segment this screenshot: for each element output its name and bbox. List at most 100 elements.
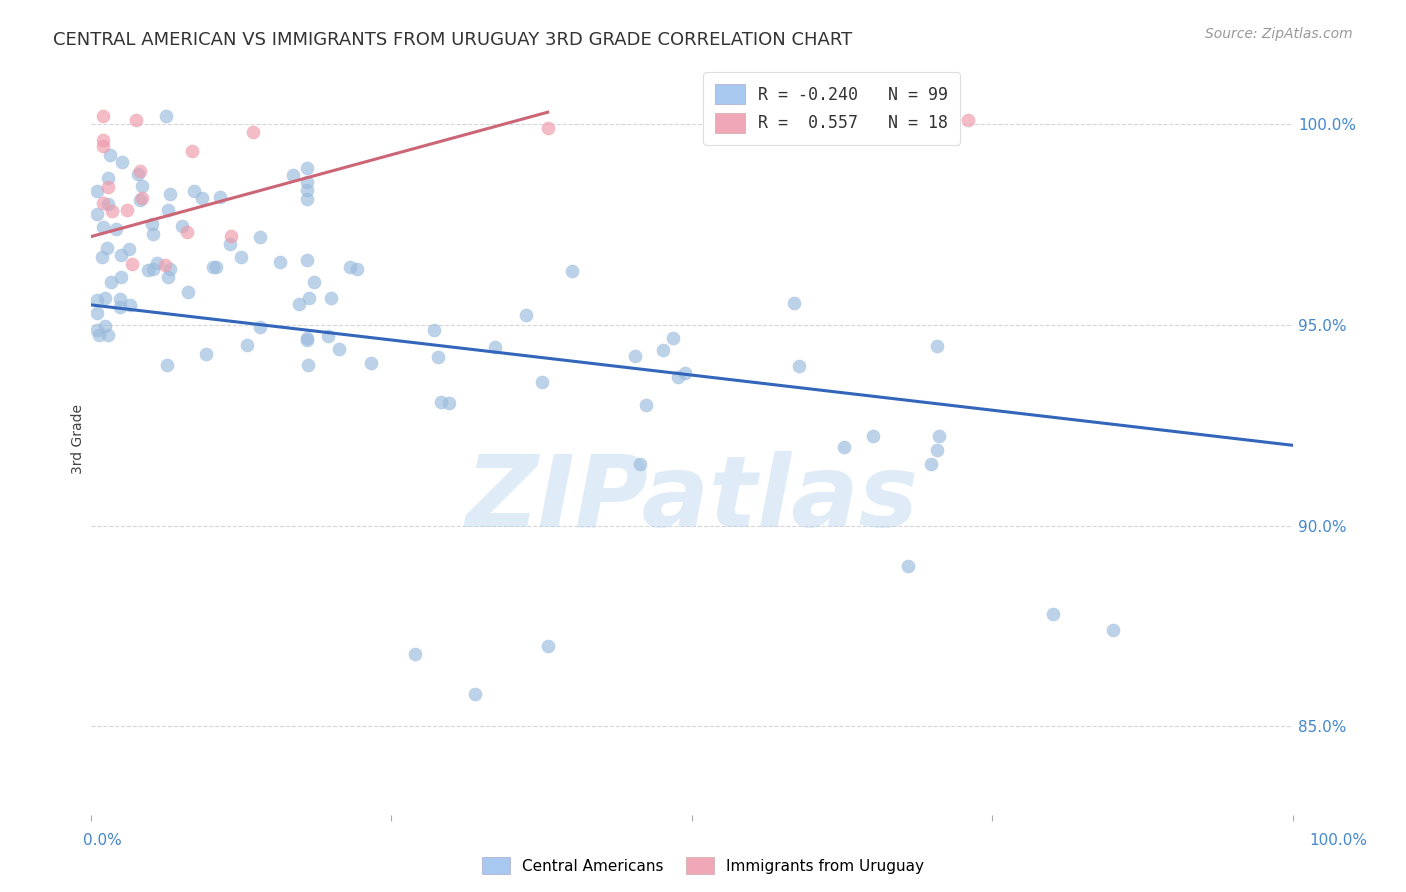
Point bbox=[108, 300, 131, 314]
Text: Source: ZipAtlas.com: Source: ZipAtlas.com bbox=[1205, 27, 1353, 41]
Point bbox=[957, 113, 980, 128]
Point bbox=[662, 331, 685, 345]
Point bbox=[121, 257, 143, 271]
Point bbox=[128, 193, 150, 207]
Point bbox=[236, 338, 259, 352]
Point bbox=[91, 195, 114, 210]
Point bbox=[316, 328, 339, 343]
Point bbox=[242, 125, 264, 139]
Point bbox=[141, 217, 163, 231]
Point bbox=[131, 179, 153, 194]
Point bbox=[404, 647, 426, 661]
Point bbox=[156, 358, 179, 372]
Point bbox=[673, 366, 696, 380]
Point bbox=[183, 184, 205, 198]
Point bbox=[328, 342, 350, 356]
Point bbox=[97, 171, 120, 186]
Point bbox=[427, 350, 450, 364]
Point bbox=[1101, 623, 1123, 637]
Point bbox=[652, 343, 675, 357]
Point bbox=[190, 191, 212, 205]
Point bbox=[295, 331, 318, 345]
Point bbox=[146, 256, 169, 270]
Point bbox=[423, 323, 446, 337]
Point bbox=[319, 291, 342, 305]
Point bbox=[142, 227, 165, 241]
Point bbox=[249, 320, 271, 334]
Point bbox=[86, 323, 108, 337]
Point bbox=[110, 248, 132, 262]
Legend: Central Americans, Immigrants from Uruguay: Central Americans, Immigrants from Urugu… bbox=[477, 851, 929, 880]
Point bbox=[832, 440, 855, 454]
Point bbox=[560, 264, 582, 278]
Point bbox=[464, 687, 486, 701]
Point bbox=[86, 184, 108, 198]
Point bbox=[925, 443, 948, 458]
Text: 0.0%: 0.0% bbox=[83, 833, 122, 847]
Point bbox=[111, 155, 134, 169]
Point bbox=[128, 164, 150, 178]
Point bbox=[209, 190, 232, 204]
Point bbox=[281, 168, 304, 182]
Point bbox=[783, 296, 806, 310]
Point bbox=[295, 175, 318, 189]
Point bbox=[120, 298, 142, 312]
Point bbox=[925, 338, 948, 352]
Point bbox=[484, 340, 506, 354]
Point bbox=[118, 242, 141, 256]
Point bbox=[125, 113, 148, 128]
Point bbox=[153, 259, 176, 273]
Point bbox=[172, 219, 194, 233]
Point bbox=[205, 260, 228, 274]
Point bbox=[530, 375, 553, 389]
Point bbox=[94, 318, 117, 333]
Point bbox=[90, 251, 112, 265]
Point bbox=[91, 133, 114, 147]
Point bbox=[295, 192, 318, 206]
Point bbox=[862, 429, 884, 443]
Point bbox=[628, 457, 651, 471]
Point bbox=[269, 255, 291, 269]
Point bbox=[108, 292, 131, 306]
Point bbox=[96, 241, 118, 255]
Point bbox=[194, 347, 217, 361]
Point bbox=[201, 260, 224, 275]
Point bbox=[515, 309, 537, 323]
Point bbox=[86, 293, 108, 307]
Point bbox=[787, 359, 810, 374]
Point bbox=[157, 202, 180, 217]
Point bbox=[110, 269, 132, 284]
Point bbox=[302, 275, 325, 289]
Point bbox=[97, 179, 120, 194]
Point bbox=[928, 429, 950, 443]
Point bbox=[136, 263, 159, 277]
Point bbox=[97, 328, 120, 343]
Point bbox=[295, 183, 318, 197]
Point bbox=[295, 253, 318, 268]
Point bbox=[295, 333, 318, 347]
Point bbox=[536, 121, 558, 136]
Point bbox=[101, 204, 124, 219]
Point bbox=[91, 109, 114, 123]
Point bbox=[536, 639, 558, 653]
Point bbox=[624, 349, 647, 363]
Point bbox=[159, 261, 181, 276]
Point bbox=[297, 359, 319, 373]
Point bbox=[105, 222, 128, 236]
Point bbox=[89, 327, 111, 342]
Point bbox=[295, 161, 318, 175]
Point bbox=[115, 202, 138, 217]
Point bbox=[430, 395, 453, 409]
Point bbox=[86, 207, 108, 221]
Point bbox=[360, 356, 382, 370]
Point bbox=[218, 236, 240, 251]
Point bbox=[920, 458, 942, 472]
Point bbox=[176, 225, 198, 239]
Text: 100.0%: 100.0% bbox=[1309, 833, 1368, 847]
Point bbox=[249, 229, 271, 244]
Point bbox=[100, 275, 122, 289]
Point bbox=[131, 191, 153, 205]
Point bbox=[346, 262, 368, 277]
Point bbox=[156, 270, 179, 285]
Text: ZIPatlas: ZIPatlas bbox=[465, 450, 918, 548]
